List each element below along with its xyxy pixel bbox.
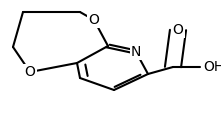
Text: O: O bbox=[89, 13, 99, 27]
Text: O: O bbox=[173, 23, 183, 37]
Text: O: O bbox=[25, 65, 35, 79]
Text: N: N bbox=[131, 45, 141, 59]
Text: OH: OH bbox=[203, 60, 221, 74]
